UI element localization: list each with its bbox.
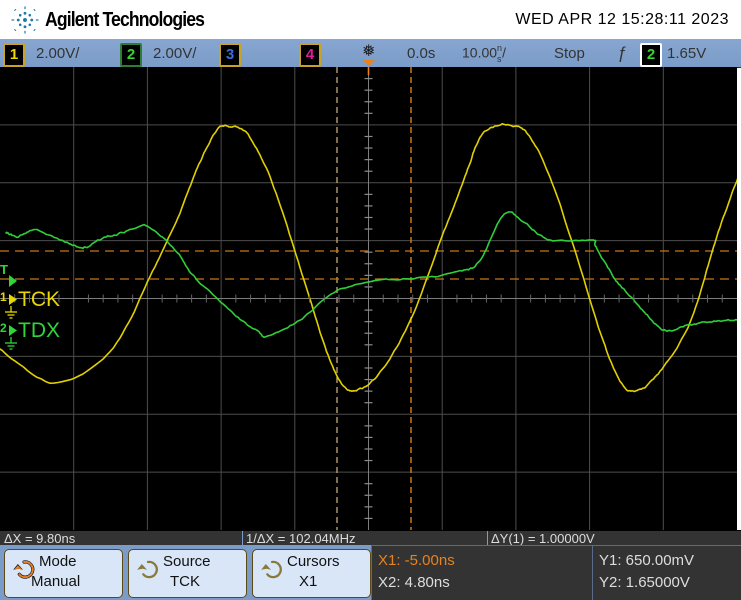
svg-text:1: 1 [0, 290, 7, 304]
svg-text:2: 2 [0, 321, 7, 335]
svg-text:T: T [0, 262, 8, 277]
